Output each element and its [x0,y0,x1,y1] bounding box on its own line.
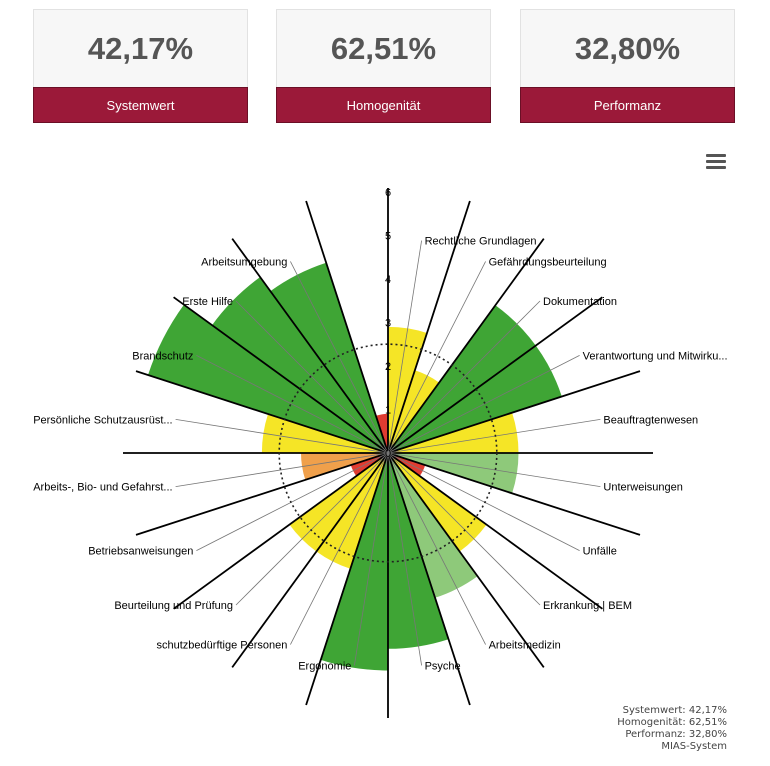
sector-brandschutz [148,304,388,453]
credits-performanz: Performanz: 32,80% [625,729,727,740]
kpi-card-systemwert: 42,17% Systemwert [33,9,248,123]
category-label-ergonomie: Ergonomie [298,660,351,672]
label-connector [387,452,601,487]
sector-divider [387,200,471,454]
category-label-schutzbed-rftige-personen: schutzbedürftige Personen [157,640,288,652]
category-label-arbeits-bio-und-gefahrst: Arbeits-, Bio- und Gefahrst... [33,482,172,494]
label-connector [290,261,389,454]
label-connector [387,300,541,454]
sector-divider [387,452,545,668]
radial-tick-label: 1 [385,405,391,417]
category-label-psyche: Psyche [425,660,461,672]
label-connector [387,452,486,645]
sector-divider [387,238,545,454]
category-label-arbeitsmedizin: Arbeitsmedizin [489,640,561,652]
category-label-erste-hilfe: Erste Hilfe [182,296,233,308]
sector-divider [231,238,389,454]
sector-divider [305,452,389,706]
category-label-unf-lle: Unfälle [583,546,617,558]
category-label-gef-hrdungsbeurteilung: Gefährdungsbeurteilung [489,256,607,268]
label-connector [387,452,422,666]
label-connector [235,300,389,454]
category-label-dokumentation: Dokumentation [543,296,617,308]
label-connector [235,452,389,606]
sector-verantwortung-und-mitwirku [388,345,562,453]
category-label-beurteilung-und-pr-fung: Beurteilung und Prüfung [114,600,233,612]
sector-divider [387,370,641,454]
label-connector [387,261,486,454]
sector-divider [387,296,603,454]
kpi-value: 42,17% [33,9,248,87]
sector-divider [387,452,641,536]
sector-arbeitsmedizin [388,453,478,598]
kpi-label: Homogenität [276,87,491,123]
category-label-rechtliche-grundlagen: Rechtliche Grundlagen [425,236,537,248]
radial-tick-group: 0 1 2 3 4 5 6 [385,187,391,460]
label-connector [175,419,389,454]
sector-arbeitsumgebung [270,262,388,453]
sector-gef-hrdungsbeurteilung [388,370,440,453]
sector-divider [135,370,389,454]
category-label-erkrankung-bem: Erkrankung | BEM [543,600,632,612]
kpi-label: Performanz [520,87,735,123]
sector-divider [173,296,389,454]
label-connector [387,355,580,454]
credits-homogenitaet: Homogenität: 62,51% [617,717,727,728]
radial-tick-label: 3 [385,318,391,330]
label-connector [387,240,422,454]
category-label-group: Rechtliche Grundlagen Gefährdungsbeurteil… [33,236,727,673]
sector-divider [387,452,471,706]
sector-divider [387,452,603,610]
hamburger-menu-icon[interactable] [706,154,726,170]
radial-tick-label: 2 [385,361,391,373]
credits-source: MIAS-System [661,741,727,752]
label-connector [196,452,389,551]
credits-systemwert: Systemwert: 42,17% [622,705,727,716]
label-connector [354,452,389,666]
category-label-pers-nliche-schutzausr-st: Persönliche Schutzausrüst... [33,414,172,426]
radial-tick-label: 4 [385,274,391,286]
sector-divider [173,452,389,610]
category-label-betriebsanweisungen: Betriebsanweisungen [88,546,193,558]
radial-tick-label: 5 [385,231,391,243]
category-label-arbeitsumgebung: Arbeitsumgebung [201,256,287,268]
label-connector [387,419,601,454]
kpi-value: 32,80% [520,9,735,87]
sector-divider [231,452,389,668]
connector-group [175,240,601,666]
kpi-value: 62,51% [276,9,491,87]
category-label-unterweisungen: Unterweisungen [603,482,683,494]
divider-group [123,188,653,718]
label-connector [175,452,389,487]
sector-schutzbed-rftige-personen [316,453,388,569]
category-label-beauftragtenwesen: Beauftragtenwesen [603,414,698,426]
radial-tick-label: 6 [385,187,391,199]
kpi-card-performanz: 32,80% Performanz [520,9,735,123]
kpi-card-homogenitaet: 62,51% Homogenität [276,9,491,123]
category-label-verantwortung-und-mitwirku: Verantwortung und Mitwirku... [583,350,728,362]
sector-divider [305,200,389,454]
reference-circle [278,343,498,563]
label-connector [290,452,389,645]
sector-divider [135,452,389,536]
category-label-brandschutz: Brandschutz [132,350,193,362]
radial-tick-label: 0 [385,448,391,460]
label-connector [387,452,580,551]
chart-credits: Systemwert: 42,17% Homogenität: 62,51% P… [617,705,727,753]
label-connector [196,355,389,454]
label-connector [387,452,541,606]
kpi-label: Systemwert [33,87,248,123]
